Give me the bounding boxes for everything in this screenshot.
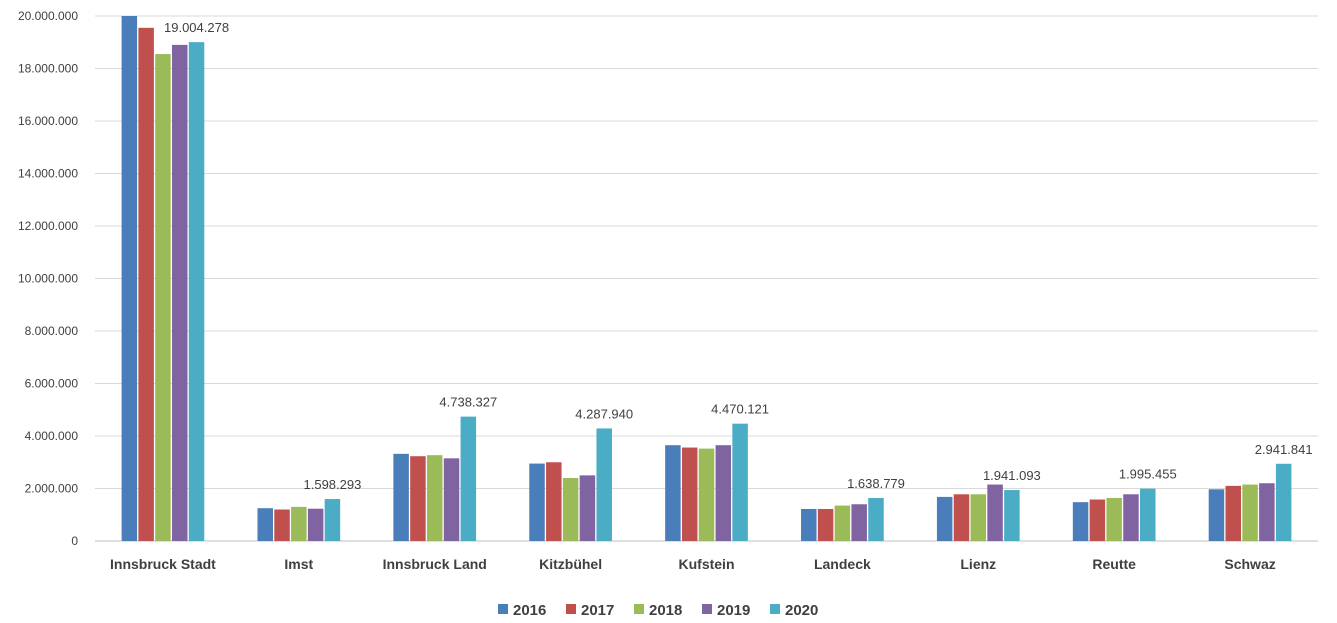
data-label: 4.738.327: [439, 395, 497, 410]
legend-swatch: [770, 604, 780, 614]
bar-2020: [460, 416, 477, 541]
y-tick-label: 8.000.000: [25, 324, 79, 338]
legend-label: 2019: [717, 602, 750, 619]
data-label: 4.287.940: [575, 406, 633, 421]
bar-2016: [393, 453, 409, 541]
bar-2018: [698, 448, 715, 541]
bar-2019: [579, 475, 596, 541]
bar-2020: [188, 42, 205, 542]
bars: [121, 16, 1292, 542]
bar-2019: [171, 44, 188, 541]
bar-2017: [817, 508, 834, 541]
data-labels: 19.004.278 1.598.293 4.738.327 4.287.940 4.4…: [164, 20, 1313, 492]
y-tick-label: 2.000.000: [25, 482, 79, 496]
bar-2019: [307, 508, 324, 541]
legend-label: 2018: [649, 602, 682, 619]
bar-2018: [1106, 497, 1122, 541]
y-tick-label: 4.000.000: [25, 429, 79, 443]
bar-2020: [596, 428, 612, 541]
bar-2020: [324, 499, 341, 541]
bar-2020: [1275, 463, 1292, 541]
y-tick-label: 16.000.000: [18, 114, 78, 128]
bar-2018: [426, 455, 443, 541]
legend-label: 2020: [785, 602, 818, 619]
y-tick-label: 12.000.000: [18, 219, 78, 233]
data-label: 2.941.841: [1255, 442, 1313, 457]
y-tick-label: 6.000.000: [25, 377, 79, 391]
bar-2016: [1072, 502, 1089, 541]
bar-2020: [1140, 488, 1156, 541]
x-category-label: Schwaz: [1224, 556, 1275, 572]
bar-2016: [801, 508, 817, 541]
bar-2018: [834, 505, 851, 541]
x-category-label: Lienz: [960, 556, 996, 572]
data-label: 1.995.455: [1119, 467, 1177, 482]
x-category-label: Innsbruck Stadt: [110, 556, 216, 572]
bar-2017: [953, 494, 970, 541]
bar-2016: [121, 16, 138, 541]
x-category-label: Imst: [284, 556, 313, 572]
legend-swatch: [634, 604, 644, 614]
bar-2017: [546, 462, 562, 541]
bar-2018: [970, 494, 987, 541]
bar-2018: [291, 506, 307, 541]
bar-2019: [1123, 494, 1139, 541]
bar-2019: [443, 458, 460, 541]
legend: 2016 2017 2018 2019 2020: [498, 602, 818, 619]
bar-2018: [562, 478, 579, 541]
legend-swatch: [498, 604, 508, 614]
y-tick-label: 20.000.000: [18, 9, 78, 23]
y-tick-label: 10.000.000: [18, 272, 78, 286]
x-category-label: Innsbruck Land: [383, 556, 487, 572]
bar-2018: [1242, 484, 1258, 541]
gridlines: [95, 15, 1318, 542]
bar-2017: [1225, 485, 1242, 541]
bar-2019: [987, 484, 1003, 541]
x-category-label: Kitzbühel: [539, 556, 602, 572]
bar-2016: [529, 463, 545, 541]
x-category-label: Landeck: [814, 556, 871, 572]
bar-2017: [410, 456, 426, 541]
legend-swatch: [702, 604, 712, 614]
data-label: 4.470.121: [711, 402, 769, 417]
bar-2020: [732, 423, 748, 541]
y-tick-label: 0: [71, 534, 78, 548]
legend-swatch: [566, 604, 576, 614]
x-axis-categories: Innsbruck Stadt Imst Innsbruck Land Kitzbüh…: [110, 556, 1276, 572]
bar-2019: [1259, 483, 1275, 541]
legend-label: 2017: [581, 602, 614, 619]
bar-2017: [681, 447, 698, 541]
bar-2017: [274, 509, 290, 541]
bar-2017: [138, 27, 154, 541]
data-label: 1.598.293: [304, 477, 362, 492]
x-category-label: Kufstein: [679, 556, 735, 572]
bar-2016: [257, 508, 273, 541]
bar-2017: [1089, 499, 1106, 541]
data-label: 19.004.278: [164, 20, 229, 35]
data-label: 1.941.093: [983, 468, 1041, 483]
bar-2018: [155, 54, 171, 541]
bar-2019: [715, 445, 732, 541]
bar-2020: [868, 497, 884, 541]
legend-label: 2016: [513, 602, 546, 619]
bar-2020: [1004, 490, 1020, 541]
bar-2019: [851, 504, 867, 541]
y-axis-ticks: 0 2.000.000 4.000.000 6.000.000 8.000.000 10.…: [18, 9, 78, 548]
bar-2016: [665, 445, 681, 541]
y-tick-label: 14.000.000: [18, 167, 78, 181]
data-label: 1.638.779: [847, 476, 905, 491]
bar-2016: [936, 496, 953, 541]
x-category-label: Reutte: [1092, 556, 1136, 572]
y-tick-label: 18.000.000: [18, 62, 78, 76]
bar-2016: [1208, 489, 1225, 541]
